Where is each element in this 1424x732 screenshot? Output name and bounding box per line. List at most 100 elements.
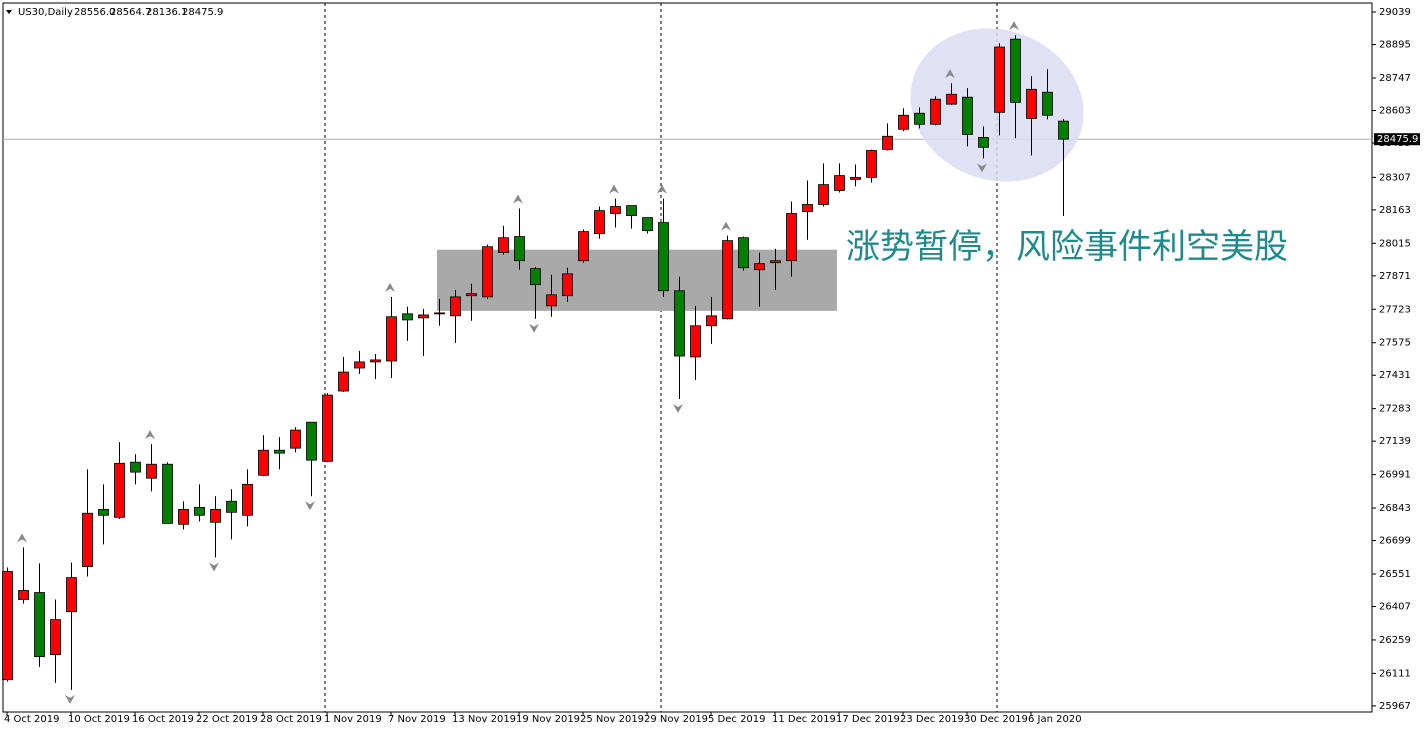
fractal-up [609, 184, 619, 194]
candle-body [2, 571, 13, 681]
candle-body [594, 210, 605, 235]
fractal-down [977, 163, 987, 173]
candle-body [162, 463, 173, 524]
candle-body [386, 316, 397, 362]
fractal-up [513, 194, 523, 204]
y-tick-label: 26551 [1379, 569, 1411, 580]
last-high: 28564.7 [110, 7, 151, 18]
fractal-down [209, 562, 219, 572]
candle-body [786, 213, 797, 262]
candle-body [850, 176, 861, 180]
y-tick-label: 27575 [1379, 338, 1411, 349]
candle-body [34, 592, 45, 658]
x-tick-label: 30 Dec 2019 [964, 714, 1028, 725]
y-tick-label: 28747 [1379, 73, 1411, 84]
current-price-label: 28475.9 [1377, 134, 1418, 145]
candle-body [306, 421, 317, 461]
candle-body [738, 237, 749, 269]
candle-body [114, 462, 125, 518]
candle-body [978, 136, 989, 148]
candle-body [770, 260, 781, 264]
last-close: 28475.9 [182, 7, 223, 18]
candle-body [290, 429, 301, 449]
candle-body [338, 371, 349, 392]
candle-body [258, 449, 269, 476]
candle-body [98, 508, 109, 516]
candle-body [530, 268, 541, 286]
candle-body [130, 461, 141, 473]
candle-body [402, 313, 413, 321]
zone-box [437, 249, 837, 311]
fractal-up [657, 184, 667, 194]
candle-body [434, 312, 445, 315]
last-low: 28136.1 [146, 7, 187, 18]
candle-body [946, 93, 957, 105]
x-tick-label: 7 Nov 2019 [388, 714, 446, 725]
x-tick-label: 11 Dec 2019 [772, 714, 836, 725]
candle-body [418, 314, 429, 319]
candle-body [642, 217, 653, 232]
candle-body [674, 290, 685, 357]
y-tick-label: 27283 [1379, 404, 1411, 415]
candle-body [498, 237, 509, 253]
candle-body [274, 449, 285, 454]
y-tick-label: 27723 [1379, 304, 1411, 315]
y-tick-label: 26259 [1379, 635, 1411, 646]
candle-body [322, 394, 333, 462]
candle-body [754, 263, 765, 271]
fractal-down [673, 403, 683, 413]
chart-title: US30,Daily [18, 7, 73, 18]
candle-body [546, 294, 557, 307]
y-tick-label: 26111 [1379, 668, 1411, 679]
menu-arrow [6, 10, 12, 14]
candle-body [706, 315, 717, 327]
y-tick-label: 27871 [1379, 271, 1411, 282]
y-tick-label: 28307 [1379, 172, 1411, 183]
plot-frame [2, 2, 1373, 713]
y-tick-label: 28163 [1379, 205, 1411, 216]
candle-body [626, 205, 637, 216]
candle-body [450, 296, 461, 317]
candle-body [914, 112, 925, 125]
candle-body [370, 359, 381, 363]
candle-body [834, 175, 845, 191]
y-tick-label: 27431 [1379, 370, 1411, 381]
y-tick-label: 26407 [1379, 602, 1411, 613]
candle-body [578, 231, 589, 262]
x-tick-label: 17 Dec 2019 [836, 714, 900, 725]
x-tick-label: 23 Dec 2019 [900, 714, 964, 725]
y-tick-label: 25967 [1379, 701, 1411, 712]
current-price-box [1374, 133, 1420, 146]
fractal-down [65, 694, 75, 704]
x-tick-label: 5 Dec 2019 [708, 714, 766, 725]
x-tick-label: 29 Nov 2019 [644, 714, 708, 725]
x-tick-label: 4 Oct 2019 [4, 714, 59, 725]
fractal-up [945, 69, 955, 79]
candle-body [66, 577, 77, 613]
candle-body [18, 590, 29, 600]
x-tick-label: 10 Oct 2019 [68, 714, 130, 725]
candle-body [898, 114, 909, 130]
x-tick-label: 13 Nov 2019 [452, 714, 516, 725]
candle-body [562, 273, 573, 297]
candle-body [354, 361, 365, 369]
y-tick-label: 26991 [1379, 470, 1411, 481]
candle-body [82, 512, 93, 567]
last-open: 28556.0 [74, 7, 115, 18]
x-tick-label: 1 Nov 2019 [324, 714, 382, 725]
candle-body [690, 325, 701, 358]
y-tick-label: 26843 [1379, 503, 1411, 514]
y-tick-label: 27139 [1379, 436, 1411, 447]
candle-body [466, 293, 477, 297]
fractal-up [721, 221, 731, 231]
candle-body [194, 506, 205, 516]
candle-body [610, 206, 621, 214]
candle-body [962, 96, 973, 135]
candle-body [178, 508, 189, 525]
annotation: 涨势暂停，风险事件利空美股 [846, 228, 1288, 266]
x-tick-label: 6 Jan 2020 [1028, 714, 1082, 725]
candle-body [1058, 120, 1069, 140]
candle-body [514, 236, 525, 262]
candle-body [226, 500, 237, 513]
